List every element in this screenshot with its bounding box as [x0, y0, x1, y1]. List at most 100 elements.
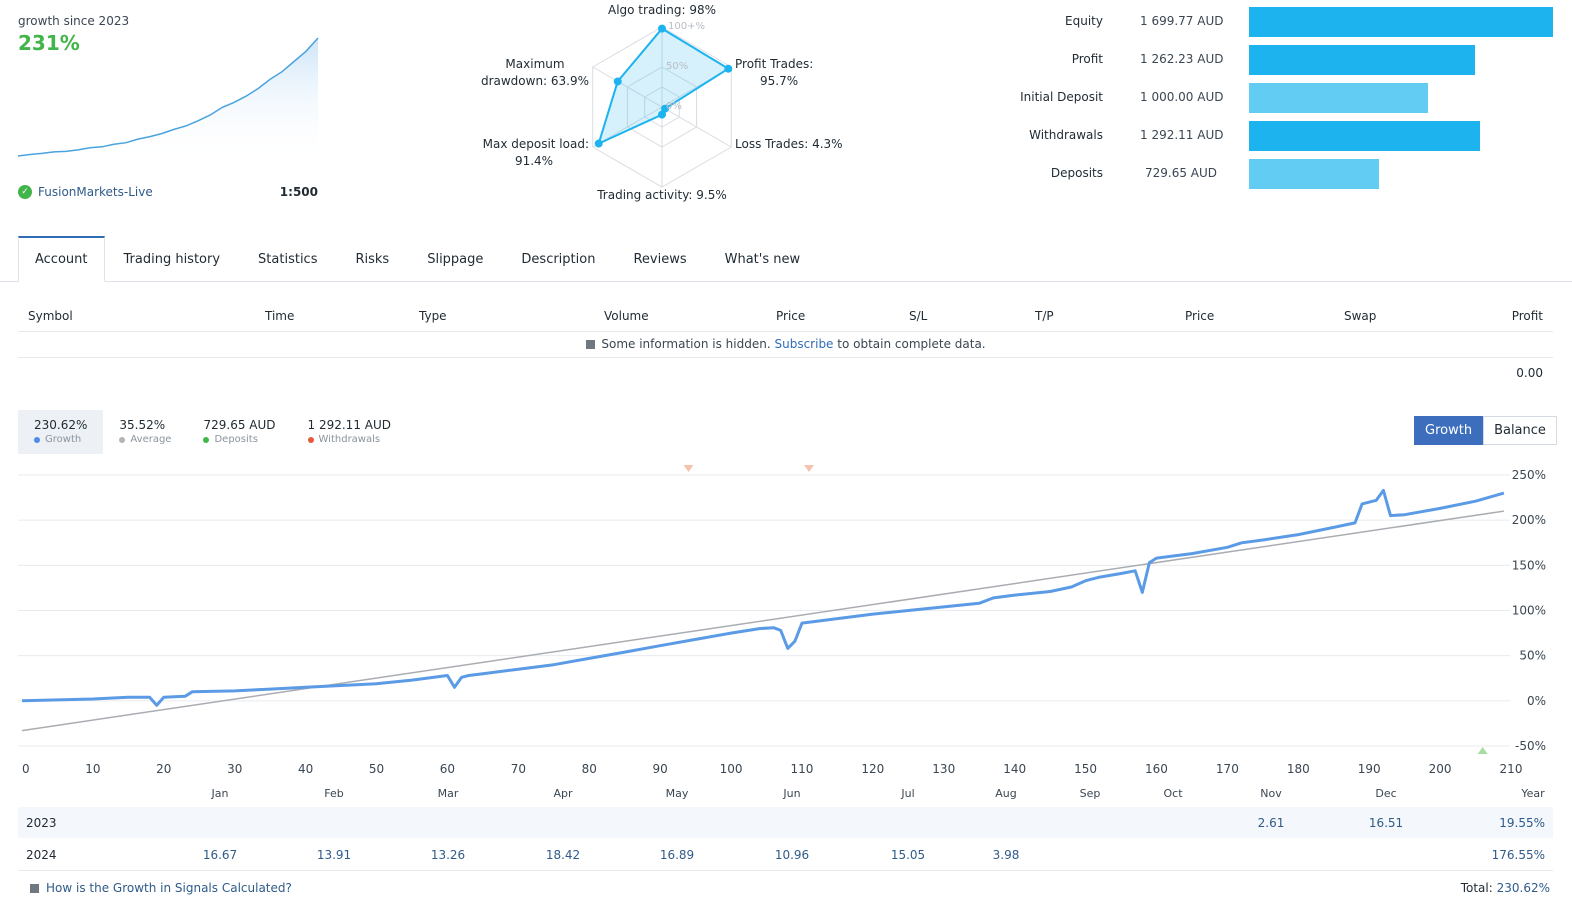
legend-dot — [119, 436, 126, 443]
y-tick-label: 50% — [1519, 649, 1546, 663]
withdrawal-marker — [683, 465, 694, 472]
legend-value: 729.65 AUD — [203, 418, 276, 432]
month-value[interactable]: 16.67 — [202, 848, 238, 862]
col-profit[interactable]: Profit — [1511, 309, 1543, 323]
year-row-2024: 2024 176.55% 16.67 13.91 13.26 18.42 16.89 10… — [18, 839, 1553, 870]
month-header: Apr — [553, 787, 573, 800]
x-tick-label: 40 — [298, 762, 313, 776]
months-divider — [18, 870, 1553, 871]
footer-total-value: 230.62% — [1496, 881, 1550, 895]
year-total[interactable]: 176.55% — [1491, 848, 1545, 862]
mini-chart-line — [17, 37, 319, 157]
radar-point — [724, 64, 733, 73]
month-value[interactable]: 16.89 — [659, 848, 695, 862]
month-value[interactable]: 13.26 — [430, 848, 466, 862]
radar-point — [613, 77, 622, 86]
month-header: Jul — [901, 787, 915, 800]
month-value[interactable]: 18.42 — [545, 848, 581, 862]
growth-toggle-button[interactable]: Growth — [1414, 416, 1484, 445]
mini-growth-chart — [17, 37, 319, 162]
y-tick-label: 200% — [1512, 513, 1546, 527]
col-time[interactable]: Time — [265, 309, 295, 323]
legend-deposits[interactable]: 729.65 AUD Deposits — [187, 410, 291, 454]
month-value[interactable]: 10.96 — [774, 848, 810, 862]
table-divider — [18, 357, 1553, 358]
radar-point — [658, 24, 666, 33]
radar-label-activity: Trading activity: 9.5% — [596, 188, 727, 202]
stat-label: Withdrawals — [1029, 128, 1103, 142]
month-header: Aug — [995, 787, 1017, 800]
stat-bar — [1249, 159, 1380, 189]
legend-label: Growth — [45, 434, 82, 445]
x-tick-label: 10 — [85, 762, 100, 776]
growth-calculation-link[interactable]: How is the Growth in Signals Calculated? — [30, 881, 292, 895]
chart-series — [21, 488, 1505, 732]
radar-label-load-value: 91.4% — [515, 154, 553, 168]
stat-value: 1 699.77 AUD — [1140, 14, 1224, 28]
deposit-marker — [1477, 747, 1488, 754]
series-growth-line — [21, 488, 1505, 707]
tab-reviews[interactable]: Reviews — [633, 251, 687, 267]
tab-risks[interactable]: Risks — [355, 251, 390, 267]
info-icon — [30, 883, 39, 893]
stat-label: Initial Deposit — [1020, 90, 1103, 104]
col-price[interactable]: Price — [776, 309, 806, 323]
radar-label-drawdown-value: drawdown: 63.9% — [481, 74, 589, 88]
col-close-price[interactable]: Price — [1185, 309, 1215, 323]
radar-point — [660, 104, 669, 113]
tab-statistics[interactable]: Statistics — [258, 251, 318, 267]
stat-bar — [1249, 83, 1428, 113]
month-header: May — [665, 787, 689, 800]
stat-bar — [1249, 45, 1475, 75]
y-tick-label: 0% — [1527, 694, 1546, 708]
stat-deposits: Deposits 729.65 AUD — [990, 159, 1560, 189]
radar-points — [594, 24, 733, 148]
subscribe-link[interactable]: Subscribe — [774, 337, 834, 351]
month-value[interactable]: 15.05 — [890, 848, 926, 862]
x-tick-label: 150 — [1074, 762, 1097, 776]
stat-label: Deposits — [1050, 166, 1103, 180]
x-tick-label: 100 — [720, 762, 743, 776]
radar-label-profit-value: 95.7% — [760, 74, 798, 88]
broker-name[interactable]: FusionMarkets-Live — [38, 185, 153, 199]
month-header: Dec — [1375, 787, 1397, 800]
year-total[interactable]: 19.55% — [1499, 816, 1545, 830]
x-tick-label: 160 — [1145, 762, 1168, 776]
x-tick-label: 80 — [582, 762, 597, 776]
month-value[interactable]: 16.51 — [1368, 816, 1404, 830]
y-tick-label: 250% — [1512, 468, 1546, 482]
col-symbol[interactable]: Symbol — [28, 309, 73, 323]
legend-growth[interactable]: 230.62% Growth — [18, 410, 104, 454]
tab-account[interactable]: Account — [18, 236, 105, 282]
col-swap[interactable]: Swap — [1344, 309, 1377, 323]
col-sl[interactable]: S/L — [909, 309, 928, 323]
balance-toggle-button[interactable]: Balance — [1483, 416, 1557, 445]
month-header: Jan — [211, 787, 229, 800]
legend-average[interactable]: 35.52% Average — [103, 410, 187, 454]
month-value[interactable]: 13.91 — [316, 848, 352, 862]
col-tp[interactable]: T/P — [1035, 309, 1054, 323]
month-value[interactable]: 3.98 — [992, 848, 1020, 862]
x-tick-label: 170 — [1216, 762, 1239, 776]
positions-table-header: Symbol Time Type Volume Price S/L T/P Pr… — [18, 300, 1553, 332]
tab-description[interactable]: Description — [521, 251, 596, 267]
x-tick-label: 0 — [22, 762, 30, 776]
hidden-note-text-end: to obtain complete data. — [837, 337, 986, 351]
tab-slippage[interactable]: Slippage — [427, 251, 484, 267]
legend-value: 230.62% — [34, 418, 88, 432]
month-header: Jun — [783, 787, 801, 800]
legend-label: Deposits — [214, 434, 258, 445]
stat-value: 1 262.23 AUD — [1140, 52, 1224, 66]
footer-link-text[interactable]: How is the Growth in Signals Calculated? — [46, 881, 292, 895]
col-volume[interactable]: Volume — [604, 309, 649, 323]
x-tick-label: 30 — [227, 762, 242, 776]
x-tick-label: 120 — [861, 762, 884, 776]
tab-whats-new[interactable]: What's new — [724, 251, 801, 267]
tab-trading-history[interactable]: Trading history — [123, 251, 221, 267]
x-tick-label: 70 — [511, 762, 526, 776]
legend-withdrawals[interactable]: 1 292.11 AUD Withdrawals — [292, 410, 407, 454]
month-value[interactable]: 2.61 — [1257, 816, 1285, 830]
col-type[interactable]: Type — [419, 309, 447, 323]
y-axis-ticks: 250% 200% 150% 100% 50% 0% -50% — [1512, 468, 1546, 753]
x-tick-label: 190 — [1358, 762, 1381, 776]
